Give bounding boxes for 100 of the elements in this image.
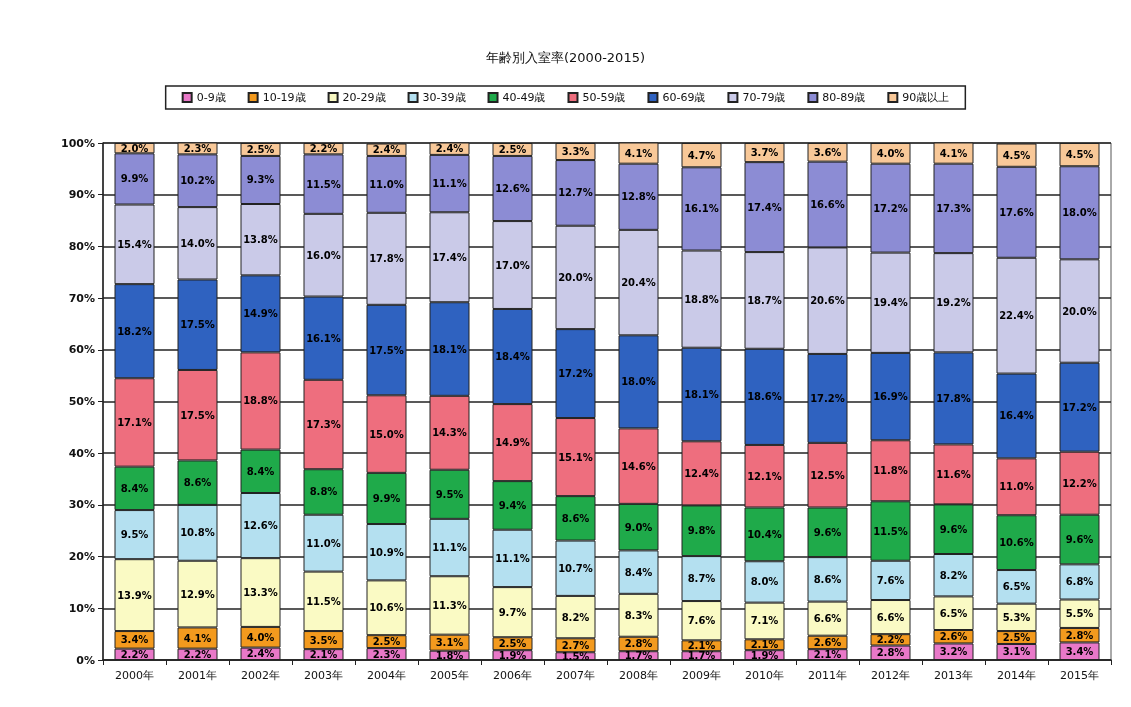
- data-label: 11.6%: [936, 468, 971, 480]
- data-label: 3.1%: [435, 637, 464, 649]
- data-label: 18.0%: [621, 376, 656, 388]
- data-label: 16.9%: [873, 391, 908, 403]
- x-tick-label: 2012年: [871, 669, 910, 682]
- data-label: 17.5%: [180, 319, 215, 331]
- data-label: 18.0%: [1062, 207, 1097, 219]
- data-label: 12.5%: [810, 469, 845, 481]
- data-label: 2.4%: [246, 648, 275, 660]
- data-label: 4.5%: [1065, 149, 1094, 161]
- x-tick-label: 2002年: [241, 669, 280, 682]
- data-label: 3.4%: [120, 634, 149, 646]
- y-tick-label: 70%: [68, 291, 95, 305]
- data-label: 8.3%: [624, 609, 653, 621]
- data-label: 9.5%: [435, 488, 464, 500]
- data-label: 2.2%: [309, 143, 338, 155]
- data-label: 8.4%: [624, 566, 653, 578]
- data-label: 10.6%: [999, 537, 1034, 549]
- data-label: 18.8%: [243, 395, 278, 407]
- data-label: 6.6%: [876, 611, 905, 623]
- legend-label: 50-59歳: [582, 91, 626, 104]
- data-label: 2.7%: [561, 639, 590, 651]
- data-label: 3.7%: [750, 147, 779, 159]
- data-label: 2.8%: [1065, 629, 1094, 641]
- data-label: 16.0%: [306, 249, 341, 261]
- legend-label: 0-9歳: [196, 91, 226, 104]
- data-label: 18.2%: [117, 325, 152, 337]
- data-label: 11.5%: [306, 178, 341, 190]
- x-tick-label: 2001年: [178, 669, 217, 682]
- data-label: 10.2%: [180, 175, 215, 187]
- data-label: 12.2%: [1062, 477, 1097, 489]
- x-tick-label: 2005年: [430, 669, 469, 682]
- data-label: 11.0%: [369, 178, 404, 190]
- data-label: 22.4%: [999, 310, 1034, 322]
- data-label: 17.1%: [117, 416, 152, 428]
- data-label: 2.1%: [687, 640, 716, 652]
- data-label: 2.5%: [498, 638, 527, 650]
- x-tick-label: 2014年: [997, 669, 1036, 682]
- data-label: 2.3%: [372, 648, 401, 660]
- data-label: 16.1%: [684, 203, 719, 215]
- data-label: 4.0%: [876, 147, 905, 159]
- data-label: 2.3%: [183, 142, 212, 154]
- data-label: 2.1%: [813, 649, 842, 661]
- data-label: 18.1%: [684, 389, 719, 401]
- data-label: 20.6%: [810, 295, 845, 307]
- data-label: 2.6%: [813, 636, 842, 648]
- data-label: 1.9%: [498, 649, 527, 661]
- data-label: 2.2%: [183, 648, 212, 660]
- data-label: 2.1%: [309, 649, 338, 661]
- data-label: 1.7%: [687, 650, 716, 662]
- data-label: 2.1%: [750, 639, 779, 651]
- x-tick-label: 2000年: [115, 669, 154, 682]
- data-label: 10.4%: [747, 528, 782, 540]
- data-label: 8.2%: [939, 569, 968, 581]
- y-tick-label: 80%: [68, 239, 95, 253]
- data-label: 4.5%: [1002, 149, 1031, 161]
- data-label: 12.8%: [621, 191, 656, 203]
- data-label: 10.9%: [369, 546, 404, 558]
- y-tick-label: 100%: [61, 136, 95, 150]
- data-label: 11.8%: [873, 465, 908, 477]
- legend-label: 40-49歳: [502, 91, 546, 104]
- y-tick-label: 40%: [68, 446, 95, 460]
- y-tick-label: 50%: [68, 395, 95, 408]
- y-tick-label: 90%: [68, 188, 95, 202]
- legend-label: 80-89歳: [822, 91, 866, 104]
- x-tick-label: 2010年: [745, 669, 784, 682]
- data-label: 1.5%: [561, 650, 590, 662]
- data-label: 17.3%: [306, 419, 341, 431]
- data-label: 12.1%: [747, 470, 782, 482]
- legend-label: 70-79歳: [742, 91, 786, 104]
- data-label: 9.3%: [246, 174, 275, 186]
- data-label: 8.4%: [246, 465, 275, 477]
- data-label: 1.8%: [435, 649, 464, 661]
- data-label: 2.8%: [624, 638, 653, 650]
- data-label: 19.4%: [873, 297, 908, 309]
- data-label: 9.9%: [120, 173, 149, 185]
- data-label: 11.0%: [306, 537, 341, 549]
- data-label: 1.9%: [750, 649, 779, 661]
- data-label: 5.5%: [1065, 608, 1094, 620]
- data-label: 2.0%: [120, 142, 149, 154]
- y-tick-label: 0%: [76, 653, 95, 667]
- data-label: 3.4%: [1065, 645, 1094, 657]
- data-label: 8.2%: [561, 611, 590, 623]
- data-label: 18.4%: [495, 351, 530, 363]
- data-label: 4.1%: [183, 632, 212, 644]
- data-label: 14.0%: [180, 237, 215, 249]
- data-label: 12.6%: [243, 520, 278, 532]
- data-label: 13.3%: [243, 587, 278, 599]
- data-label: 2.5%: [498, 143, 527, 155]
- data-label: 12.9%: [180, 588, 215, 600]
- data-label: 9.7%: [498, 606, 527, 618]
- x-tick-label: 2015年: [1060, 669, 1099, 682]
- data-label: 20.0%: [1062, 305, 1097, 317]
- data-label: 4.1%: [939, 147, 968, 159]
- data-label: 8.0%: [750, 576, 779, 588]
- data-label: 20.4%: [621, 277, 656, 289]
- data-label: 9.6%: [939, 523, 968, 535]
- data-label: 2.4%: [372, 144, 401, 156]
- legend-label: 90歳以上: [902, 91, 950, 104]
- data-label: 11.1%: [495, 552, 530, 564]
